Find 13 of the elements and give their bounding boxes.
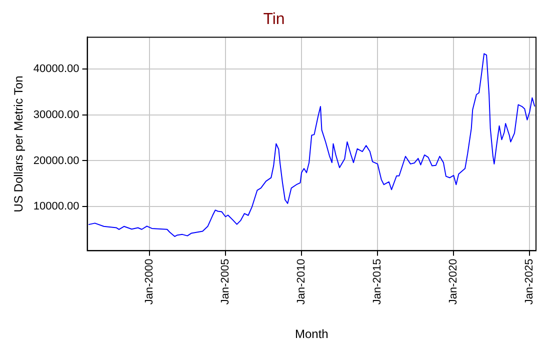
x-tick-label: Jan-2010 <box>296 258 308 305</box>
chart-title: Tin <box>263 11 285 28</box>
x-tick-label: Jan-2020 <box>448 258 460 305</box>
x-tick-label: Jan-2015 <box>372 258 384 305</box>
y-tick-label: 10000.00 <box>33 200 80 213</box>
x-tick-label: Jan-2005 <box>220 258 232 305</box>
y-tick-label: 40000.00 <box>33 62 80 75</box>
x-tick-label: Jan-2000 <box>143 258 156 305</box>
y-tick-label: 30000.00 <box>33 108 80 121</box>
y-tick-label: 20000.00 <box>33 154 80 167</box>
y-axis-title: US Dollars per Metric Ton <box>12 76 26 212</box>
x-axis-title: Month <box>294 327 328 342</box>
x-tick-label: Jan-2025 <box>524 258 536 305</box>
